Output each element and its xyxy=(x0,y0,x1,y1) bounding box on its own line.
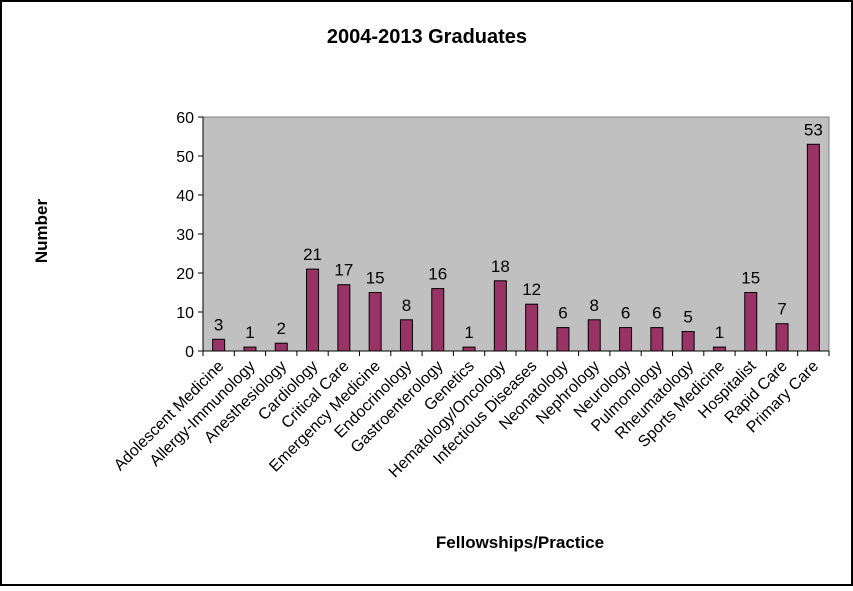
bar xyxy=(493,280,507,352)
data-label: 17 xyxy=(334,261,353,280)
bar xyxy=(650,327,664,352)
bar xyxy=(556,327,570,352)
bar xyxy=(368,292,382,352)
bar xyxy=(775,323,789,352)
bar xyxy=(525,303,539,352)
y-tick-label: 20 xyxy=(176,266,194,283)
y-tick-label: 50 xyxy=(176,149,194,166)
bar xyxy=(243,346,257,352)
data-label: 12 xyxy=(522,280,541,299)
plot-background xyxy=(202,116,830,352)
bar xyxy=(306,268,320,352)
data-label: 18 xyxy=(491,257,510,276)
bar xyxy=(431,288,445,352)
bar xyxy=(712,346,726,352)
y-tick-label: 10 xyxy=(176,305,194,322)
bar xyxy=(681,331,695,352)
data-label: 1 xyxy=(464,323,473,342)
bar xyxy=(274,342,288,352)
data-label: 8 xyxy=(590,296,599,315)
data-label: 15 xyxy=(366,269,385,288)
data-label: 7 xyxy=(777,300,786,319)
data-label: 53 xyxy=(804,120,823,139)
data-label: 6 xyxy=(621,304,630,323)
bar xyxy=(619,327,633,352)
data-label: 5 xyxy=(683,308,692,327)
y-tick-label: 30 xyxy=(176,227,194,244)
bar xyxy=(399,319,413,352)
data-label: 6 xyxy=(652,304,661,323)
data-label: 15 xyxy=(741,269,760,288)
y-tick-label: 0 xyxy=(185,344,194,361)
bar xyxy=(462,346,476,352)
data-label: 16 xyxy=(428,265,447,284)
data-label: 3 xyxy=(214,315,223,334)
chart-title: 2004-2013 Graduates xyxy=(327,26,527,48)
data-label: 21 xyxy=(303,245,322,264)
bar xyxy=(587,319,601,352)
data-label: 8 xyxy=(402,296,411,315)
data-label: 1 xyxy=(715,323,724,342)
x-axis-title: Fellowships/Practice xyxy=(436,533,604,552)
bar xyxy=(212,338,226,352)
y-tick-label: 40 xyxy=(176,188,194,205)
data-label: 6 xyxy=(558,304,567,323)
bar xyxy=(337,284,351,352)
bar xyxy=(806,143,820,352)
data-label: 1 xyxy=(245,323,254,342)
bar xyxy=(744,292,758,352)
y-axis-title: Number xyxy=(32,199,51,264)
data-label: 2 xyxy=(277,319,286,338)
y-tick-label: 60 xyxy=(176,110,194,127)
